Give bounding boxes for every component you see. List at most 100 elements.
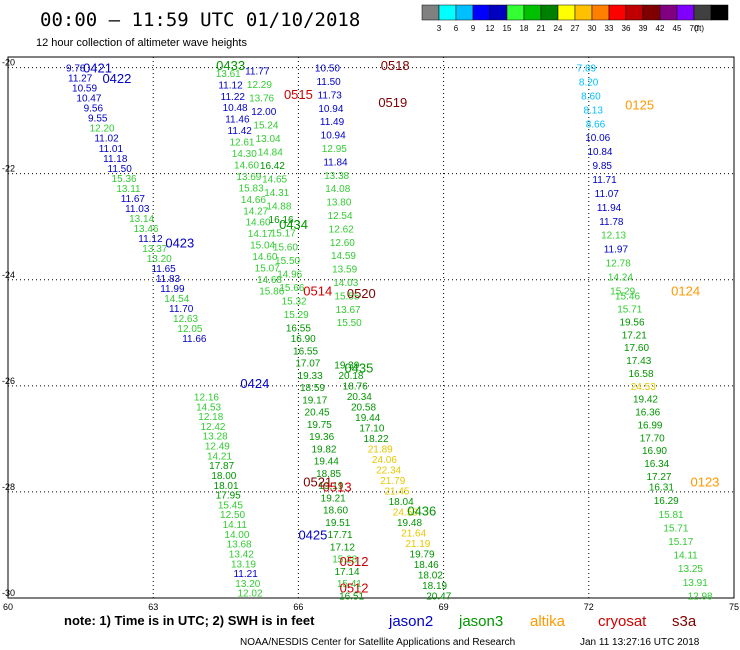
wave-height-value: 14.21 [207, 451, 232, 462]
wave-height-value: 12.61 [229, 138, 254, 149]
wave-height-value: 11.71 [592, 175, 617, 186]
longitude-label: 69 [439, 602, 449, 612]
legend-cryosat: cryosat [598, 613, 647, 630]
wave-height-value: 15.50 [275, 256, 300, 267]
wave-height-value: 10.50 [315, 64, 340, 75]
wave-height-value: 14.60 [246, 218, 271, 229]
latitude-label: -26 [2, 376, 15, 386]
wave-height-value: 13.37 [142, 244, 167, 255]
map-frame [7, 56, 735, 599]
wave-height-value: 12.63 [173, 314, 198, 325]
wave-height-value: 19.82 [311, 444, 336, 455]
wave-height-value: 15.17 [271, 229, 296, 240]
wave-height-value: 19.33 [298, 371, 323, 382]
wave-height-value: 11.21 [233, 569, 258, 580]
wave-height-value: 11.77 [245, 66, 270, 77]
wave-height-value: 14.53 [196, 402, 221, 413]
wave-height-value: 15.83 [239, 183, 264, 194]
wave-height-value: 8.60 [581, 91, 601, 102]
wave-height-value: 12.50 [220, 510, 245, 521]
wave-height-value: 15.71 [663, 523, 688, 534]
wave-height-value: 14.60 [234, 160, 259, 171]
wave-height-value: 14.00 [224, 530, 249, 541]
wave-height-value: 13.11 [116, 184, 141, 195]
latitude-label: -30 [2, 588, 15, 598]
legend-jason3: jason3 [458, 613, 503, 630]
wave-height-value: 9.56 [84, 104, 104, 115]
wave-height-value: 14.11 [223, 520, 248, 531]
wave-height-value: 17.12 [330, 542, 355, 553]
legend-altika: altika [530, 613, 566, 630]
wave-height-value: 13.67 [336, 305, 361, 316]
colorbar-swatch [642, 4, 661, 21]
wave-height-value: 12.18 [198, 412, 223, 423]
wave-height-value: 19.17 [302, 395, 327, 406]
wave-height-value: 12.62 [329, 224, 354, 235]
wave-height-value: 18.19 [422, 581, 447, 592]
wave-height-value: 13.14 [129, 214, 154, 225]
colorbar-swatch [574, 4, 593, 21]
wave-height-value: 16.42 [260, 161, 285, 172]
wave-height-value: 16.90 [291, 334, 316, 345]
colorbar-label: 33 [605, 24, 614, 33]
wave-height-value: 13.80 [326, 198, 351, 209]
pass-label: 0423 [165, 236, 194, 251]
wave-height-value: 17.87 [209, 461, 234, 472]
wave-height-value: 12.54 [328, 211, 353, 222]
wave-height-value: 15.45 [218, 500, 243, 511]
wave-height-value: 18.04 [389, 497, 414, 508]
wave-height-value: 9.55 [88, 114, 108, 125]
track-s3a-0518: 10.50 11.50 11.73 10.94 11.49 10.94 12.95 11.84… [315, 64, 362, 330]
wave-height-value: 14.30 [232, 149, 257, 160]
wave-height-value: 18.02 [418, 570, 443, 581]
wave-height-value: 11.94 [597, 203, 622, 214]
colorbar-label: 36 [622, 24, 631, 33]
wave-height-value: 15.04 [250, 241, 275, 252]
wave-height-value: 13.28 [203, 432, 228, 443]
pass-label: 0520 [347, 286, 376, 301]
wave-height-value: 12.13 [601, 231, 626, 242]
wave-height-value: 24.06 [372, 455, 397, 466]
footer-credit: NOAA/NESDIS Center for Satellite Applica… [240, 637, 515, 648]
wave-height-value: 10.06 [585, 133, 610, 144]
pass-label: 0424 [240, 376, 269, 391]
colorbar-swatch [591, 4, 610, 21]
wave-height-value: 20.47 [426, 591, 451, 602]
wave-height-value: 17.95 [216, 491, 241, 502]
latitude-label: -24 [2, 270, 15, 280]
colorbar-swatch [557, 4, 576, 21]
wave-height-value: 12.78 [606, 259, 631, 270]
wave-height-value: 19.56 [619, 317, 644, 328]
wave-height-value: 11.97 [604, 245, 629, 256]
colorbar-swatch [455, 4, 474, 21]
pass-label: 0123 [690, 474, 719, 489]
colorbar-label: 6 [454, 24, 459, 33]
wave-height-value: 12.16 [194, 392, 219, 403]
wave-height-value: 15.17 [668, 537, 693, 548]
wave-height-value: 16.51 [339, 591, 364, 602]
wave-height-value: 8.66 [586, 119, 606, 130]
wave-height-value: 16.55 [286, 324, 311, 335]
wave-height-value: 13.68 [227, 540, 252, 551]
longitude-label: 72 [584, 602, 594, 612]
wave-height-value: 11.03 [125, 204, 150, 215]
wave-height-value: 14.08 [325, 184, 350, 195]
wave-height-value: 15.41 [337, 579, 362, 590]
wave-height-value: 19.21 [321, 493, 346, 504]
wave-height-value: 17.21 [622, 330, 647, 341]
colorbar-swatch [659, 4, 678, 21]
wave-height-value: 19.44 [314, 457, 339, 468]
wave-height-value: 18.46 [414, 560, 439, 571]
wave-height-value: 15.24 [253, 120, 278, 131]
wave-height-value: 14.31 [264, 188, 289, 199]
wave-height-value: 14.65 [262, 175, 287, 186]
wave-height-value: 15.60 [273, 242, 298, 253]
wave-height-value: 21.45 [384, 486, 409, 497]
track-values: 9.7811.2710.5910.479.569.5512.2011.0211.… [66, 64, 713, 603]
colorbar-label: 39 [639, 24, 648, 33]
wave-height-value: 14.24 [608, 272, 633, 283]
wave-height-value: 12.60 [330, 238, 355, 249]
